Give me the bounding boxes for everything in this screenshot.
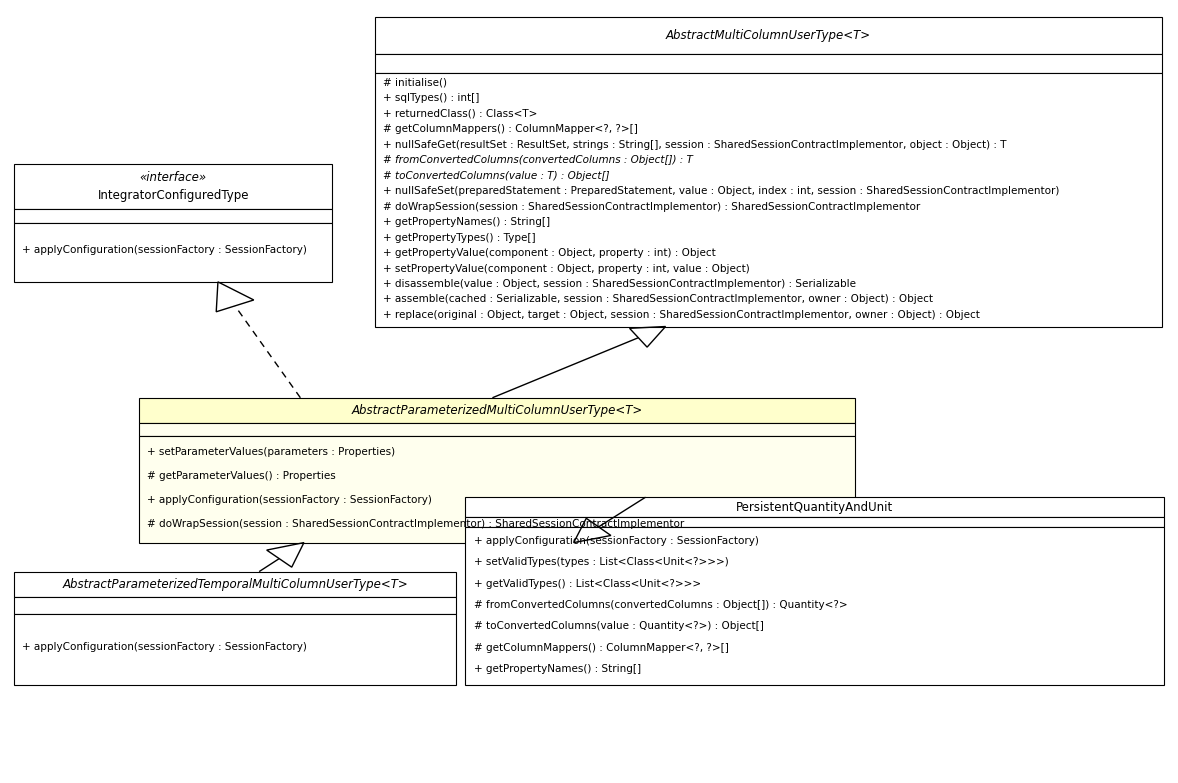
Text: + getPropertyNames() : String[]: + getPropertyNames() : String[]: [383, 217, 550, 227]
Text: + disassemble(value : Object, session : SharedSessionContractImplementor) : Seri: + disassemble(value : Object, session : …: [383, 279, 856, 289]
Text: # toConvertedColumns(value : Quantity<?>) : Object[]: # toConvertedColumns(value : Quantity<?>…: [474, 622, 763, 631]
Text: PersistentQuantityAndUnit: PersistentQuantityAndUnit: [736, 500, 893, 514]
Bar: [14, 209, 332, 223]
Bar: [375, 73, 1162, 327]
Text: + getPropertyTypes() : Type[]: + getPropertyTypes() : Type[]: [383, 233, 536, 243]
Text: + assemble(cached : Serializable, session : SharedSessionContractImplementor, ow: + assemble(cached : Serializable, sessio…: [383, 294, 933, 305]
Text: + applyConfiguration(sessionFactory : SessionFactory): + applyConfiguration(sessionFactory : Se…: [22, 642, 307, 651]
Text: + nullSafeGet(resultSet : ResultSet, strings : String[], session : SharedSession: + nullSafeGet(resultSet : ResultSet, str…: [383, 140, 1006, 150]
Text: # getColumnMappers() : ColumnMapper<?, ?>[]: # getColumnMappers() : ColumnMapper<?, ?…: [474, 643, 728, 653]
Text: AbstractParameterizedTemporalMultiColumnUserType<T>: AbstractParameterizedTemporalMultiColumn…: [62, 578, 408, 590]
Bar: [139, 398, 855, 423]
Bar: [375, 54, 1162, 73]
Text: «interface»: «interface»: [140, 171, 206, 184]
Text: + getValidTypes() : List<Class<Unit<?>>>: + getValidTypes() : List<Class<Unit<?>>>: [474, 579, 701, 589]
Text: + replace(original : Object, target : Object, session : SharedSessionContractImp: + replace(original : Object, target : Ob…: [383, 310, 980, 320]
Text: + applyConfiguration(sessionFactory : SessionFactory): + applyConfiguration(sessionFactory : Se…: [147, 496, 432, 505]
Text: + nullSafeSet(preparedStatement : PreparedStatement, value : Object, index : int: + nullSafeSet(preparedStatement : Prepar…: [383, 186, 1059, 197]
Text: + setPropertyValue(component : Object, property : int, value : Object): + setPropertyValue(component : Object, p…: [383, 264, 749, 273]
Bar: [139, 436, 855, 543]
Text: + returnedClass() : Class<T>: + returnedClass() : Class<T>: [383, 109, 537, 119]
Bar: [139, 423, 855, 436]
Bar: [14, 572, 456, 597]
Bar: [465, 517, 1164, 527]
Bar: [465, 527, 1164, 685]
Text: # doWrapSession(session : SharedSessionContractImplementor) : SharedSessionContr: # doWrapSession(session : SharedSessionC…: [147, 519, 684, 529]
Text: + getPropertyValue(component : Object, property : int) : Object: + getPropertyValue(component : Object, p…: [383, 248, 715, 258]
Text: AbstractParameterizedMultiColumnUserType<T>: AbstractParameterizedMultiColumnUserType…: [351, 404, 643, 417]
Text: + applyConfiguration(sessionFactory : SessionFactory): + applyConfiguration(sessionFactory : Se…: [22, 245, 307, 255]
Text: # fromConvertedColumns(convertedColumns : Object[]) : T: # fromConvertedColumns(convertedColumns …: [383, 155, 693, 165]
Text: + sqlTypes() : int[]: + sqlTypes() : int[]: [383, 93, 479, 103]
Text: # toConvertedColumns(value : T) : Object[]: # toConvertedColumns(value : T) : Object…: [383, 171, 609, 181]
Text: + getPropertyNames() : String[]: + getPropertyNames() : String[]: [474, 664, 641, 674]
Text: + setParameterValues(parameters : Properties): + setParameterValues(parameters : Proper…: [147, 447, 396, 456]
Text: # getColumnMappers() : ColumnMapper<?, ?>[]: # getColumnMappers() : ColumnMapper<?, ?…: [383, 124, 637, 135]
Bar: [375, 17, 1162, 54]
Bar: [14, 164, 332, 209]
Text: IntegratorConfiguredType: IntegratorConfiguredType: [98, 189, 249, 202]
Text: + applyConfiguration(sessionFactory : SessionFactory): + applyConfiguration(sessionFactory : Se…: [474, 536, 759, 546]
Bar: [14, 614, 456, 685]
Bar: [14, 597, 456, 614]
Bar: [14, 223, 332, 282]
Text: AbstractMultiColumnUserType<T>: AbstractMultiColumnUserType<T>: [666, 29, 871, 42]
Text: # initialise(): # initialise(): [383, 78, 446, 88]
Text: # fromConvertedColumns(convertedColumns : Object[]) : Quantity<?>: # fromConvertedColumns(convertedColumns …: [474, 600, 847, 610]
Text: + setValidTypes(types : List<Class<Unit<?>>>): + setValidTypes(types : List<Class<Unit<…: [474, 557, 728, 568]
Bar: [465, 497, 1164, 517]
Text: # getParameterValues() : Properties: # getParameterValues() : Properties: [147, 471, 336, 481]
Text: # doWrapSession(session : SharedSessionContractImplementor) : SharedSessionContr: # doWrapSession(session : SharedSessionC…: [383, 202, 920, 211]
